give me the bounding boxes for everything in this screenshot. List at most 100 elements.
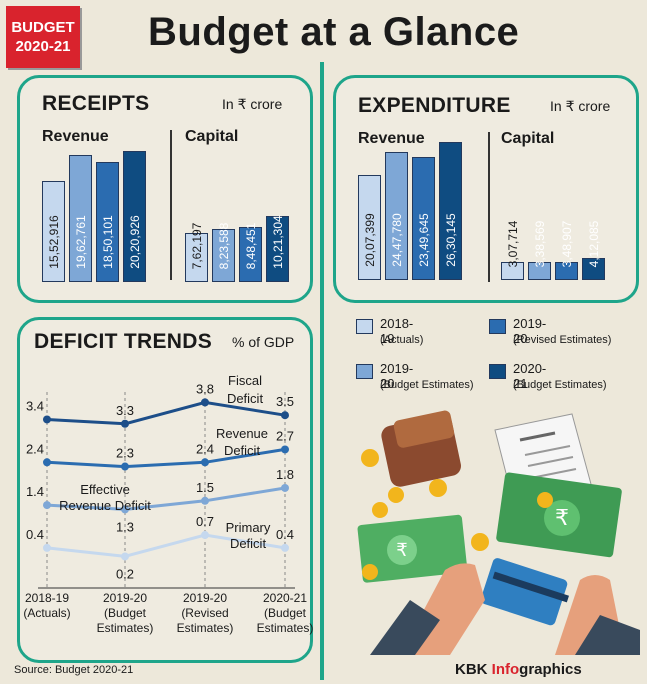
data-point	[281, 445, 289, 454]
bar: 3,48,907	[555, 220, 578, 280]
budget-badge: BUDGET 2020-21	[6, 6, 80, 68]
legend-sub: (Budget Estimates)	[380, 379, 474, 391]
bar: 15,52,916	[42, 181, 65, 282]
coin-icon	[361, 449, 553, 580]
data-label: 1.3	[116, 519, 134, 534]
series-line	[46, 400, 286, 426]
receipts-unit: In ₹ crore	[222, 96, 283, 112]
bar: 19,62,761	[69, 155, 92, 282]
legend-swatch	[356, 319, 373, 334]
data-point	[121, 552, 129, 561]
brand-credit: KBK Infographics	[455, 661, 582, 678]
x-tick-label: (Budget	[264, 606, 307, 620]
data-label: 2.4	[196, 441, 214, 456]
series-label: Deficit	[227, 391, 264, 406]
expenditure-title: EXPENDITURE	[358, 94, 511, 117]
expenditure-capital-label: Capital	[501, 130, 555, 147]
x-tick-label: Estimates)	[97, 621, 154, 635]
data-label: 3.4	[26, 398, 44, 413]
data-label: 3.3	[116, 403, 134, 418]
data-point	[201, 531, 209, 540]
svg-text:₹: ₹	[555, 506, 569, 531]
data-label: 0.2	[116, 566, 134, 581]
bar: 24,47,780	[385, 152, 408, 280]
bar: 7,62,197	[185, 222, 208, 282]
data-label: 3.5	[276, 394, 294, 409]
svg-text:₹: ₹	[396, 540, 407, 561]
data-point	[121, 419, 129, 428]
receipts-capital-bars: 7,62,197 8,23,588 8,48,451 10,21,304	[185, 138, 305, 282]
legend-label: 2019-20	[380, 361, 414, 391]
x-tick-label: 2019-20	[103, 591, 147, 605]
data-point	[281, 543, 289, 552]
data-point	[201, 458, 209, 467]
bar: 26,30,145	[439, 142, 462, 280]
series-label: Revenue	[216, 426, 268, 441]
bar: 3,07,714	[501, 220, 524, 280]
legend-sub: (Revised Estimates)	[513, 334, 612, 346]
banknote-icon: ₹	[496, 472, 622, 558]
data-label: 1.5	[196, 480, 214, 495]
x-tick-label: (Budget	[104, 606, 147, 620]
receipts-separator	[170, 130, 172, 280]
badge-line2: 2020-21	[15, 38, 71, 55]
brand-kbk: KBK	[455, 661, 492, 678]
data-point	[281, 411, 289, 420]
data-point	[43, 458, 51, 467]
legend: 2018-19 (Actuals) 2019-20 (Revised Estim…	[356, 316, 636, 396]
expenditure-capital-bars: 3,07,714 3,38,569 3,48,907 4,12,085	[501, 138, 621, 280]
badge-line1: BUDGET	[11, 19, 75, 36]
data-point	[43, 415, 51, 424]
series-label: Primary	[226, 520, 271, 535]
series-label: Revenue Deficit	[59, 498, 151, 513]
data-point	[43, 501, 51, 510]
data-label: 2.4	[26, 441, 44, 456]
x-tick-label: Estimates)	[257, 621, 314, 635]
series-label: Deficit	[230, 536, 267, 551]
deficit-title: DEFICIT TRENDS	[34, 330, 213, 353]
expenditure-separator	[488, 132, 490, 282]
expenditure-revenue-bars: 20,07,399 24,47,780 23,49,645 26,30,145	[358, 138, 478, 280]
bar: 18,50,101	[96, 162, 119, 282]
legend-label: 2018-19	[380, 316, 414, 346]
legend-sub: (Budget Estimates)	[513, 379, 607, 391]
receipts-panel: RECEIPTS In ₹ crore Revenue Capital 15,5…	[17, 75, 313, 303]
data-point	[43, 543, 51, 552]
wallet-icon	[381, 410, 461, 487]
data-point	[201, 398, 209, 407]
expenditure-unit: In ₹ crore	[550, 98, 611, 114]
hands-icon	[370, 563, 640, 655]
data-point	[281, 483, 289, 492]
bar: 10,21,304	[266, 216, 289, 282]
legend-label: 2019-20	[513, 316, 547, 346]
x-tick-label: 2018-19	[25, 591, 69, 605]
bar: 3,38,569	[528, 220, 551, 280]
data-label: 1.4	[26, 484, 44, 499]
center-divider	[320, 62, 324, 680]
data-label: 3.8	[196, 381, 214, 396]
receipts-revenue-bars: 15,52,916 19,62,761 18,50,101 20,20,926	[42, 138, 162, 282]
expenditure-panel: EXPENDITURE In ₹ crore Revenue Capital 2…	[333, 75, 639, 303]
series-line	[46, 486, 286, 511]
expenditure-revenue-label: Revenue	[358, 130, 425, 147]
series-label: Effective	[80, 482, 130, 497]
bar: 8,23,588	[212, 222, 235, 282]
data-label: 1.8	[276, 467, 294, 482]
legend-swatch	[356, 364, 373, 379]
series-line	[46, 533, 286, 558]
source-note: Source: Budget 2020-21	[14, 664, 134, 676]
brand-info: Info	[491, 661, 520, 678]
deficit-unit: % of GDP	[232, 334, 295, 350]
series-label: Deficit	[224, 443, 261, 458]
bar: 20,20,926	[123, 151, 146, 282]
bar: 4,12,085	[582, 220, 605, 280]
data-label: 0.4	[26, 527, 44, 542]
data-label: 0.4	[276, 527, 294, 542]
legend-label: 2020-21	[513, 361, 547, 391]
series-line	[46, 447, 286, 469]
credit-card-icon	[480, 558, 569, 626]
x-tick-label: 2020-21	[263, 591, 307, 605]
brand-graphics: graphics	[519, 661, 582, 678]
receipts-title: RECEIPTS	[42, 92, 150, 115]
